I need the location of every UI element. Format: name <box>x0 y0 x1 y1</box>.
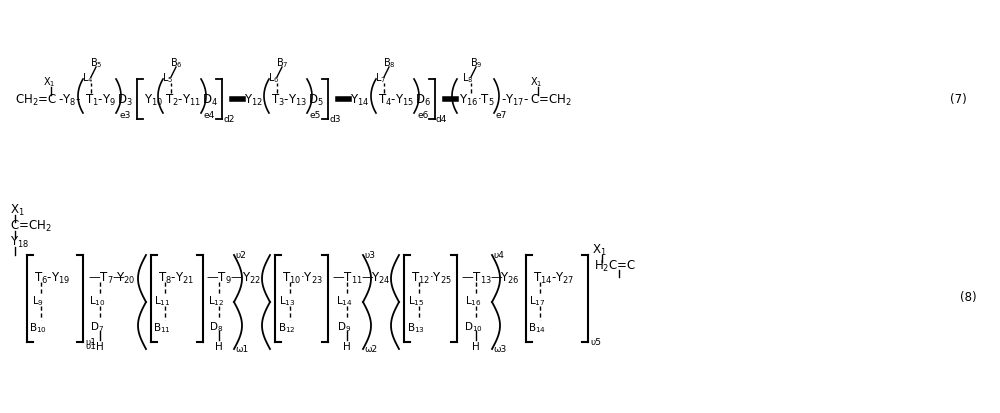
Text: —T$_7$—: —T$_7$— <box>88 270 126 285</box>
Text: L$_{14}$: L$_{14}$ <box>336 293 352 307</box>
Text: H: H <box>215 341 223 351</box>
Text: υ4: υ4 <box>493 251 504 260</box>
Text: T$_{10}$·Y$_{23}$: T$_{10}$·Y$_{23}$ <box>282 270 323 285</box>
Text: Y$_{12}$: Y$_{12}$ <box>244 92 263 107</box>
Text: e5: e5 <box>310 111 321 120</box>
Text: L$_{12}$: L$_{12}$ <box>208 293 224 307</box>
Text: T$_3$-Y$_{13}$: T$_3$-Y$_{13}$ <box>271 92 307 107</box>
Text: -Y$_8$-: -Y$_8$- <box>58 92 81 107</box>
Text: Y$_{18}$: Y$_{18}$ <box>10 234 29 249</box>
Text: L$_{15}$: L$_{15}$ <box>408 293 424 307</box>
Text: d3: d3 <box>329 115 340 124</box>
Text: L$_9$: L$_9$ <box>32 293 44 307</box>
Text: C=CH$_2$: C=CH$_2$ <box>530 92 572 107</box>
Text: D$_8$: D$_8$ <box>209 319 223 333</box>
Text: Y$_{24}$: Y$_{24}$ <box>371 270 390 285</box>
Text: H: H <box>96 341 104 351</box>
Text: L$_8$: L$_8$ <box>462 71 474 85</box>
Text: (7): (7) <box>950 93 967 106</box>
Text: e4: e4 <box>204 111 215 120</box>
Text: T$_2$-Y$_{11}$: T$_2$-Y$_{11}$ <box>165 92 201 107</box>
Text: T$_4$-Y$_{15}$: T$_4$-Y$_{15}$ <box>378 92 414 107</box>
Text: Y$_{10}$: Y$_{10}$ <box>144 92 163 107</box>
Text: T$_1$-Y$_9$: T$_1$-Y$_9$ <box>85 92 116 107</box>
Text: —T$_9$—: —T$_9$— <box>206 270 244 285</box>
Text: H$_2$C=C: H$_2$C=C <box>594 258 636 273</box>
Text: B$_6$: B$_6$ <box>170 56 182 70</box>
Text: D$_5$: D$_5$ <box>308 92 324 107</box>
Text: B$_9$: B$_9$ <box>470 56 482 70</box>
Text: d4: d4 <box>436 115 447 124</box>
Text: H: H <box>472 341 480 351</box>
Text: H: H <box>343 341 351 351</box>
Text: e6: e6 <box>417 111 428 120</box>
Text: L$_6$: L$_6$ <box>268 71 280 85</box>
Text: L$_{16}$: L$_{16}$ <box>465 293 481 307</box>
Text: D$_3$: D$_3$ <box>117 92 133 107</box>
Text: (8): (8) <box>960 291 977 304</box>
Text: X$_1$: X$_1$ <box>10 202 25 217</box>
Text: D$_7$: D$_7$ <box>90 319 104 333</box>
Text: T$_{12}$·Y$_{25}$: T$_{12}$·Y$_{25}$ <box>411 270 452 285</box>
Text: X$_1$: X$_1$ <box>592 242 606 257</box>
Text: υ5: υ5 <box>590 338 601 347</box>
Text: Y$_{26}$: Y$_{26}$ <box>500 270 519 285</box>
Text: Y$_{20}$: Y$_{20}$ <box>116 270 135 285</box>
Text: B$_{11}$: B$_{11}$ <box>153 320 171 334</box>
Text: X$_1$: X$_1$ <box>530 75 542 89</box>
Text: T$_8$-Y$_{21}$: T$_8$-Y$_{21}$ <box>158 270 194 285</box>
Text: —T$_{11}$—: —T$_{11}$— <box>332 270 375 285</box>
Text: L$_{11}$: L$_{11}$ <box>154 293 170 307</box>
Text: L$_4$: L$_4$ <box>82 71 94 85</box>
Text: D$_9$: D$_9$ <box>337 319 351 333</box>
Text: Y$_{22}$: Y$_{22}$ <box>242 270 261 285</box>
Text: C=CH$_2$: C=CH$_2$ <box>10 218 52 233</box>
Text: B$_{13}$: B$_{13}$ <box>407 320 425 334</box>
Text: -Y$_{17}$-: -Y$_{17}$- <box>501 92 529 107</box>
Text: —T$_{13}$—: —T$_{13}$— <box>461 270 504 285</box>
Text: υ1: υ1 <box>85 342 96 351</box>
Text: L$_{13}$: L$_{13}$ <box>279 293 295 307</box>
Text: D$_4$: D$_4$ <box>202 92 218 107</box>
Text: L$_{10}$: L$_{10}$ <box>89 293 105 307</box>
Text: B$_7$: B$_7$ <box>276 56 288 70</box>
Text: Y$_{16}$·T$_5$: Y$_{16}$·T$_5$ <box>459 92 495 107</box>
Text: B$_5$: B$_5$ <box>90 56 102 70</box>
Text: T$_{14}$-Y$_{27}$: T$_{14}$-Y$_{27}$ <box>533 270 574 285</box>
Text: d2: d2 <box>223 115 234 124</box>
Text: e3: e3 <box>119 111 130 120</box>
Text: ω3: ω3 <box>493 345 506 354</box>
Text: X$_1$: X$_1$ <box>43 75 55 89</box>
Text: L$_5$: L$_5$ <box>162 71 174 85</box>
Text: D$_6$: D$_6$ <box>415 92 431 107</box>
Text: B$_{12}$: B$_{12}$ <box>278 320 296 334</box>
Text: B$_8$: B$_8$ <box>383 56 395 70</box>
Text: B$_{14}$: B$_{14}$ <box>528 320 546 334</box>
Text: υ1: υ1 <box>85 338 96 347</box>
Text: υ3: υ3 <box>364 251 375 260</box>
Text: ω2: ω2 <box>364 345 377 354</box>
Text: ω1: ω1 <box>235 345 248 354</box>
Text: υ2: υ2 <box>235 251 246 260</box>
Text: CH$_2$=C: CH$_2$=C <box>15 92 57 107</box>
Text: D$_{10}$: D$_{10}$ <box>464 319 482 333</box>
Text: L$_{17}$: L$_{17}$ <box>529 293 545 307</box>
Text: B$_{10}$: B$_{10}$ <box>29 320 47 334</box>
Text: e7: e7 <box>495 111 506 120</box>
Text: T$_6$-Y$_{19}$: T$_6$-Y$_{19}$ <box>34 270 70 285</box>
Text: Y$_{14}$: Y$_{14}$ <box>350 92 369 107</box>
Text: L$_7$: L$_7$ <box>375 71 387 85</box>
